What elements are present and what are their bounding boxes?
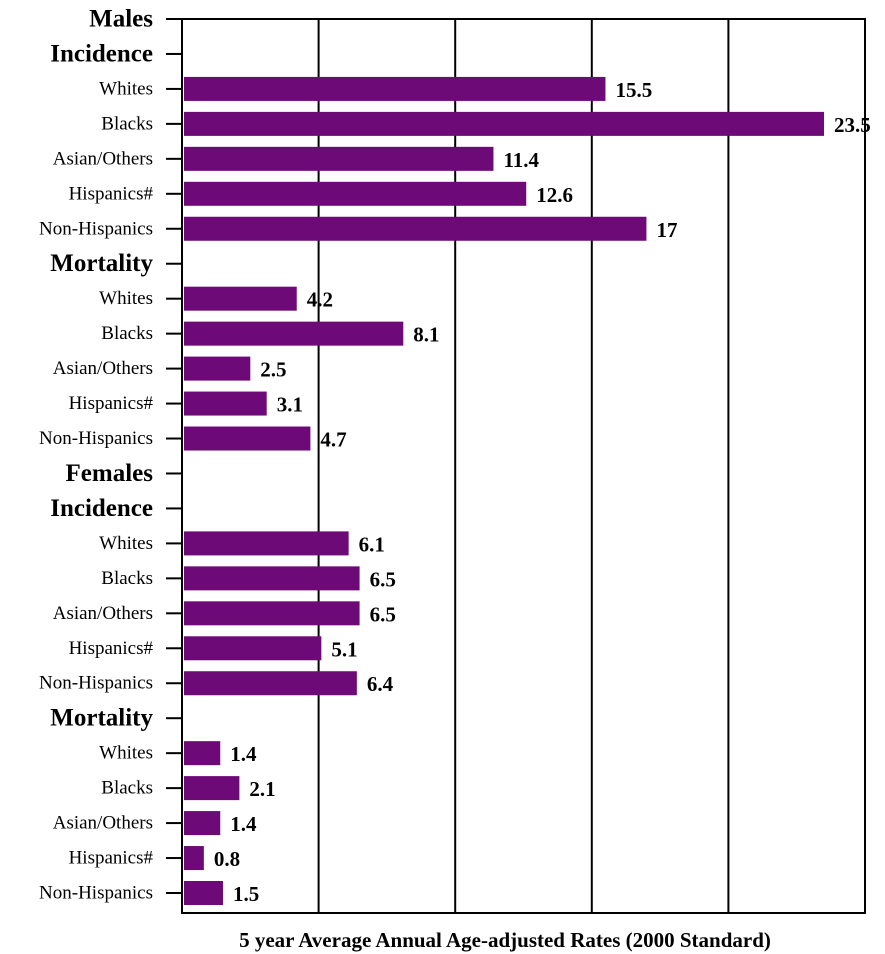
group-label: Mortality <box>50 250 153 277</box>
y-tick-label: Blacks <box>101 323 153 344</box>
bar <box>184 636 322 661</box>
y-tick-label: Whites <box>99 288 153 309</box>
labels: Males Incidence Whites 15.5 Blacks 23.5 Asian/… <box>39 6 871 907</box>
data-label: 15.5 <box>615 78 652 102</box>
data-label: 6.1 <box>359 532 385 556</box>
data-label: 5.1 <box>331 637 357 661</box>
y-tick-label: Non-Hispanics <box>39 673 153 694</box>
group-label: Incidence <box>50 495 153 522</box>
bar <box>184 601 360 626</box>
data-label: 3.1 <box>277 393 303 417</box>
data-label: 6.4 <box>367 672 394 696</box>
data-label: 12.6 <box>536 183 573 207</box>
data-label: 11.4 <box>503 148 539 172</box>
y-tick-label: Asian/Others <box>53 148 153 169</box>
y-tick-label: Non-Hispanics <box>39 883 153 904</box>
y-tick-label: Asian/Others <box>53 358 153 379</box>
data-label: 23.5 <box>834 113 871 137</box>
bar <box>184 146 494 171</box>
bar <box>184 776 240 801</box>
data-label: 1.4 <box>230 742 257 766</box>
bar <box>184 426 311 451</box>
data-label: 17 <box>656 218 677 242</box>
bar <box>184 391 267 416</box>
bar <box>184 111 825 136</box>
y-tick-label: Non-Hispanics <box>39 218 153 239</box>
y-tick-label: Non-Hispanics <box>39 428 153 449</box>
bar <box>184 286 297 311</box>
group-label: Females <box>66 460 154 487</box>
group-label: Incidence <box>50 40 153 67</box>
bar <box>184 216 647 241</box>
group-label: Mortality <box>50 705 153 732</box>
y-tick-label: Asian/Others <box>53 813 153 834</box>
y-tick-label: Hispanics# <box>69 638 154 659</box>
data-label: 6.5 <box>370 567 396 591</box>
bar <box>184 566 360 591</box>
data-label: 8.1 <box>413 323 439 347</box>
data-label: 1.4 <box>230 812 257 836</box>
bar <box>184 76 606 101</box>
data-label: 4.2 <box>307 288 333 312</box>
bar <box>184 741 221 766</box>
y-tick-label: Blacks <box>101 568 153 589</box>
y-tick-label: Hispanics# <box>69 183 154 204</box>
plot-frame <box>181 18 866 914</box>
bar <box>184 671 357 696</box>
bar <box>184 846 204 871</box>
y-tick-label: Hispanics# <box>69 393 154 414</box>
y-tick-label: Blacks <box>101 778 153 799</box>
group-label: Males <box>89 6 153 33</box>
y-tick-label: Whites <box>99 743 153 764</box>
data-label: 2.5 <box>260 358 286 382</box>
data-label: 1.5 <box>233 882 259 906</box>
bar <box>184 181 527 206</box>
x-axis-title: 5 year Average Annual Age-adjusted Rates… <box>239 928 771 952</box>
axes <box>166 18 866 914</box>
bar <box>184 321 404 346</box>
y-tick-label: Hispanics# <box>69 848 154 869</box>
data-label: 0.8 <box>214 847 240 871</box>
bar <box>184 356 251 381</box>
y-tick-label: Whites <box>99 533 153 554</box>
y-tick-label: Blacks <box>101 113 153 134</box>
bar <box>184 811 221 836</box>
data-label: 4.7 <box>320 428 346 452</box>
y-tick-label: Whites <box>99 78 153 99</box>
y-tick-label: Asian/Others <box>53 603 153 624</box>
bar <box>184 531 349 556</box>
data-label: 2.1 <box>249 777 275 801</box>
bars <box>184 76 825 905</box>
bar <box>184 881 223 905</box>
data-label: 6.5 <box>370 602 396 626</box>
